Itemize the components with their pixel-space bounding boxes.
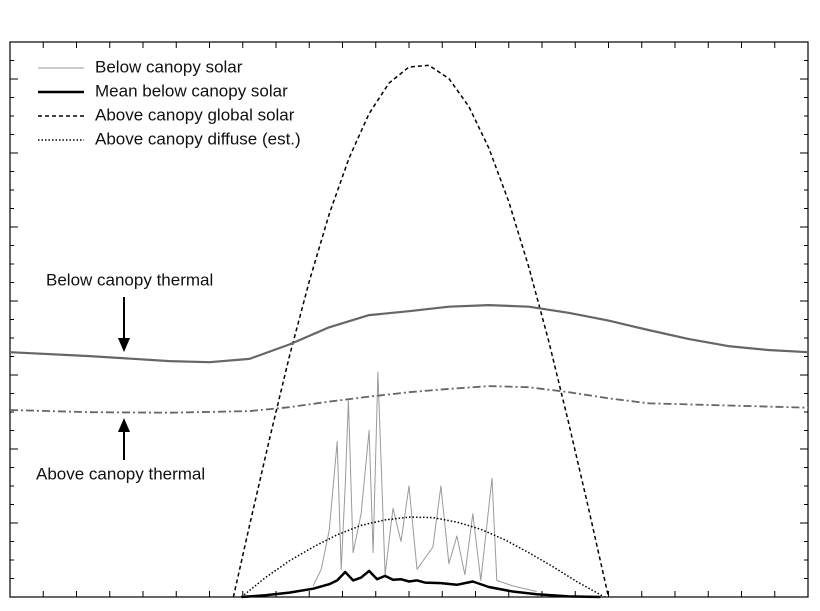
- series-line: [241, 569, 601, 599]
- plot-frame: [9, 41, 809, 598]
- legend-label: Above canopy diffuse (est.): [95, 129, 301, 148]
- tick-marks: [9, 41, 809, 598]
- series-line: [9, 385, 809, 414]
- arrow-head: [118, 418, 130, 432]
- series-line: [312, 371, 537, 592]
- legend-label: Above canopy global solar: [95, 105, 295, 124]
- annotation-text: Below canopy thermal: [46, 270, 213, 289]
- series-line: [240, 516, 605, 598]
- series-line: [9, 304, 809, 364]
- legend-label: Below canopy solar: [95, 57, 243, 76]
- legend-label: Mean below canopy solar: [95, 81, 288, 100]
- annotation-above: Above canopy thermal: [36, 418, 205, 483]
- annotation-below: Below canopy thermal: [46, 270, 213, 352]
- annotation-text: Above canopy thermal: [36, 464, 205, 483]
- arrow-head: [118, 338, 130, 352]
